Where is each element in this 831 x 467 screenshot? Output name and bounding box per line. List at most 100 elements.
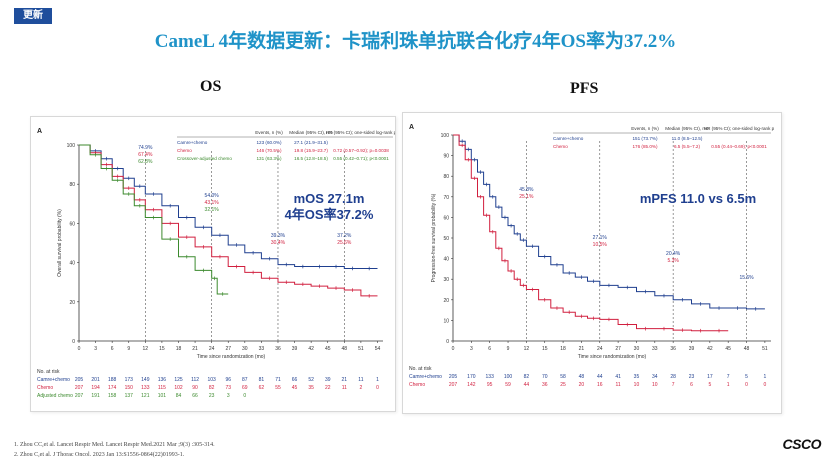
at-risk-count: 100: [504, 374, 513, 380]
at-risk-count: 0: [745, 382, 748, 388]
landmark-label: 25.6%: [337, 240, 352, 246]
x-axis-title: Time since randomization (mo): [197, 354, 266, 360]
at-risk-count: 87: [242, 377, 248, 383]
legend-series-name: Chemo: [177, 148, 192, 153]
at-risk-count: 0: [376, 385, 379, 391]
x-tick-label: 3: [470, 346, 473, 352]
at-risk-count: 3: [227, 393, 230, 399]
y-axis-title: Progression-free survival probability (%…: [431, 193, 437, 282]
x-tick-label: 33: [652, 346, 658, 352]
x-tick-label: 18: [560, 346, 566, 352]
landmark-label: 43.1%: [205, 200, 220, 206]
x-tick-label: 15: [159, 346, 165, 352]
y-tick-label: 60: [443, 215, 449, 221]
x-axis-title: Time since randomization (mo): [578, 354, 647, 360]
panel-label: A: [37, 128, 42, 135]
x-tick-label: 3: [94, 346, 97, 352]
at-risk-count: 1: [376, 377, 379, 383]
legend-events: 151 (73.7%): [632, 136, 657, 141]
at-risk-count: 7: [727, 374, 730, 380]
at-risk-count: 59: [505, 382, 511, 388]
legend-hr: 0.55 (0.42–0.71); p<0.0001: [333, 156, 389, 161]
x-tick-label: 42: [707, 346, 713, 352]
footnote-1: 1. Zhou CC,et al. Lancet Respir Med. Lan…: [14, 442, 215, 448]
x-tick-label: 51: [762, 346, 768, 352]
x-tick-label: 42: [308, 346, 314, 352]
at-risk-count: 58: [560, 374, 566, 380]
y-axis-title: Overall survival probability (%): [57, 209, 63, 277]
legend-series-name: Chemo: [553, 144, 568, 149]
at-risk-count: 10: [634, 382, 640, 388]
y-tick-label: 70: [443, 195, 449, 201]
landmark-label: 62.8%: [138, 159, 153, 165]
at-risk-count: 125: [174, 377, 183, 383]
legend-table-header: HR (95% CI); one-sided log-rank p: [704, 126, 775, 131]
at-risk-count: 41: [615, 374, 621, 380]
at-risk-count: 158: [108, 393, 117, 399]
legend-table-header: Events, n (%): [631, 126, 659, 131]
at-risk-count: 115: [158, 385, 166, 391]
landmark-label: 10.5%: [593, 242, 608, 248]
landmark-label: 30.4%: [271, 240, 286, 246]
at-risk-count: 0: [763, 382, 766, 388]
at-risk-count: 52: [308, 377, 314, 383]
x-tick-label: 6: [111, 346, 114, 352]
x-tick-label: 24: [597, 346, 603, 352]
y-tick-label: 90: [443, 154, 449, 160]
legend-events: 131 (63.3%): [256, 156, 281, 161]
x-tick-label: 24: [209, 346, 215, 352]
x-tick-label: 54: [375, 346, 381, 352]
legend-median: 27.1 (21.9–31.5): [294, 140, 328, 145]
x-tick-label: 30: [242, 346, 248, 352]
legend-events: 146 (70.5%): [256, 148, 281, 153]
at-risk-count: 69: [242, 385, 248, 391]
at-risk-count: 133: [486, 374, 495, 380]
at-risk-count: 191: [91, 393, 100, 399]
at-risk-count: 5: [708, 382, 711, 388]
x-tick-label: 48: [342, 346, 348, 352]
highlight-text: mPFS 11.0 vs 6.5m: [640, 191, 756, 206]
at-risk-count: 11: [342, 385, 347, 391]
x-tick-label: 18: [176, 346, 182, 352]
at-risk-count: 137: [125, 393, 134, 399]
km-curve-camre-chemo: [453, 134, 765, 310]
at-risk-count: 188: [108, 377, 117, 383]
at-risk-count: 10: [652, 382, 658, 388]
at-risk-title: No. at risk: [409, 366, 432, 372]
at-risk-count: 205: [75, 377, 84, 383]
at-risk-count: 55: [275, 385, 281, 391]
y-tick-label: 80: [69, 182, 75, 188]
at-risk-count: 81: [259, 377, 265, 383]
at-risk-count: 149: [141, 377, 150, 383]
x-tick-label: 0: [78, 346, 81, 352]
csco-logo: CSCO: [783, 436, 822, 452]
at-risk-count: 84: [176, 393, 182, 399]
at-risk-count: 20: [579, 382, 585, 388]
at-risk-count: 207: [75, 385, 84, 391]
at-risk-count: 201: [91, 377, 100, 383]
at-risk-count: 48: [579, 374, 585, 380]
y-tick-label: 40: [443, 257, 449, 263]
at-risk-count: 22: [325, 385, 331, 391]
at-risk-count: 101: [158, 393, 167, 399]
x-tick-label: 9: [507, 346, 510, 352]
landmark-label: 45.8%: [519, 187, 534, 193]
at-risk-count: 35: [634, 374, 640, 380]
landmark-label: 32.1%: [205, 207, 220, 213]
x-tick-label: 0: [452, 346, 455, 352]
legend-median: 11.0 (8.5–12.5): [672, 136, 703, 141]
at-risk-count: 45: [292, 385, 298, 391]
legend-median: 16.5 (12.8–18.5): [294, 156, 328, 161]
os-panel: A 0 20 40 60 80 100 0 3 6 9 12 15 18 21 24 27 30 33 36 39 42 4…: [30, 116, 397, 412]
at-risk-count: 34: [652, 374, 658, 380]
highlight-text: mOS 27.1m: [294, 191, 365, 206]
at-risk-row-name: Camre+chemo: [37, 377, 70, 383]
legend-table-header: Events, n (%): [255, 130, 283, 135]
at-risk-count: 23: [689, 374, 695, 380]
at-risk-count: 66: [192, 393, 198, 399]
slide-title: CameL 4年数据更新：卡瑞利珠单抗联合化疗4年OS率为37.2%: [154, 31, 677, 52]
at-risk-count: 5: [745, 374, 748, 380]
legend-series-name: Camre+chemo: [553, 136, 584, 141]
at-risk-count: 82: [209, 385, 215, 391]
